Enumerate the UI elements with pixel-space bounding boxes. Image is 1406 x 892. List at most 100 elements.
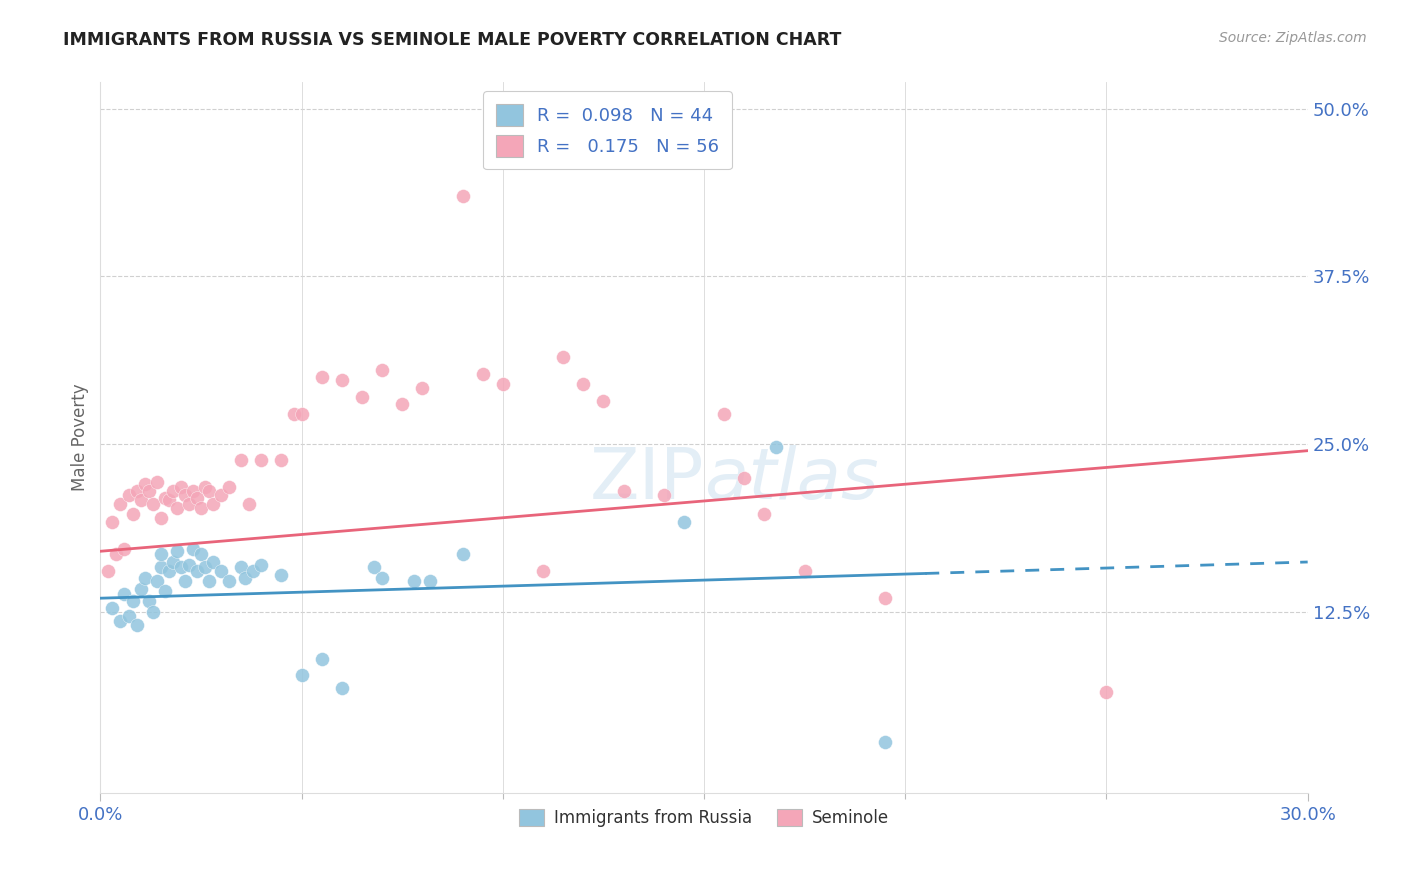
Point xyxy=(170,480,193,494)
Point xyxy=(793,565,815,579)
Point xyxy=(190,547,212,561)
Point xyxy=(153,584,176,599)
Point xyxy=(250,453,273,467)
Point xyxy=(270,453,292,467)
Point xyxy=(311,651,333,665)
Point xyxy=(283,408,305,422)
Point xyxy=(149,510,172,524)
Point xyxy=(592,394,614,409)
Point xyxy=(652,488,675,502)
Point xyxy=(672,515,695,529)
Point xyxy=(114,541,136,556)
Point xyxy=(290,408,312,422)
Point xyxy=(125,483,148,498)
Point xyxy=(198,483,221,498)
Point xyxy=(101,515,124,529)
Point xyxy=(411,381,433,395)
Point xyxy=(242,565,264,579)
Point xyxy=(612,483,634,498)
Point xyxy=(157,493,180,508)
Point xyxy=(181,541,204,556)
Point xyxy=(105,547,128,561)
Point xyxy=(121,507,143,521)
Point xyxy=(311,370,333,384)
Point xyxy=(194,480,217,494)
Point xyxy=(553,350,575,364)
Point xyxy=(531,565,554,579)
Point xyxy=(117,608,139,623)
Point xyxy=(218,480,240,494)
Point xyxy=(162,483,184,498)
Point xyxy=(330,681,353,695)
Text: ZIP: ZIP xyxy=(589,445,704,515)
Point xyxy=(129,493,152,508)
Point xyxy=(218,574,240,588)
Point xyxy=(451,189,474,203)
Point xyxy=(145,475,167,489)
Point xyxy=(270,568,292,582)
Point xyxy=(404,574,426,588)
Point xyxy=(142,497,165,511)
Point xyxy=(875,591,897,606)
Point xyxy=(765,440,787,454)
Point xyxy=(363,560,385,574)
Point xyxy=(194,560,217,574)
Text: atlas: atlas xyxy=(704,445,879,515)
Point xyxy=(186,491,208,505)
Point xyxy=(129,582,152,596)
Point xyxy=(250,558,273,572)
Point xyxy=(117,488,139,502)
Point xyxy=(713,408,735,422)
Point xyxy=(177,558,200,572)
Point xyxy=(733,470,755,484)
Point xyxy=(330,373,353,387)
Point xyxy=(125,618,148,632)
Point xyxy=(101,600,124,615)
Point xyxy=(186,565,208,579)
Point xyxy=(166,501,188,516)
Point xyxy=(371,571,394,585)
Point xyxy=(149,547,172,561)
Point xyxy=(202,555,225,569)
Point xyxy=(134,477,156,491)
Point xyxy=(110,614,132,628)
Point xyxy=(231,453,253,467)
Point xyxy=(173,488,195,502)
Point xyxy=(181,483,204,498)
Point xyxy=(391,397,413,411)
Point xyxy=(190,501,212,516)
Point xyxy=(209,565,232,579)
Y-axis label: Male Poverty: Male Poverty xyxy=(72,384,89,491)
Point xyxy=(138,483,160,498)
Point xyxy=(231,560,253,574)
Point xyxy=(875,734,897,748)
Point xyxy=(170,560,193,574)
Point xyxy=(754,507,776,521)
Point xyxy=(134,571,156,585)
Point xyxy=(492,376,515,391)
Point xyxy=(153,491,176,505)
Point xyxy=(157,565,180,579)
Point xyxy=(202,497,225,511)
Point xyxy=(419,574,441,588)
Point xyxy=(238,497,260,511)
Point xyxy=(110,497,132,511)
Point xyxy=(142,605,165,619)
Point xyxy=(451,547,474,561)
Point xyxy=(145,574,167,588)
Point xyxy=(162,555,184,569)
Point xyxy=(177,497,200,511)
Point xyxy=(371,363,394,377)
Point xyxy=(471,368,494,382)
Text: Source: ZipAtlas.com: Source: ZipAtlas.com xyxy=(1219,31,1367,45)
Legend: Immigrants from Russia, Seminole: Immigrants from Russia, Seminole xyxy=(512,803,896,834)
Point xyxy=(290,667,312,681)
Point xyxy=(97,565,120,579)
Point xyxy=(149,560,172,574)
Point xyxy=(173,574,195,588)
Point xyxy=(138,594,160,608)
Point xyxy=(233,571,256,585)
Point xyxy=(1095,685,1118,699)
Point xyxy=(114,587,136,601)
Point xyxy=(350,390,373,404)
